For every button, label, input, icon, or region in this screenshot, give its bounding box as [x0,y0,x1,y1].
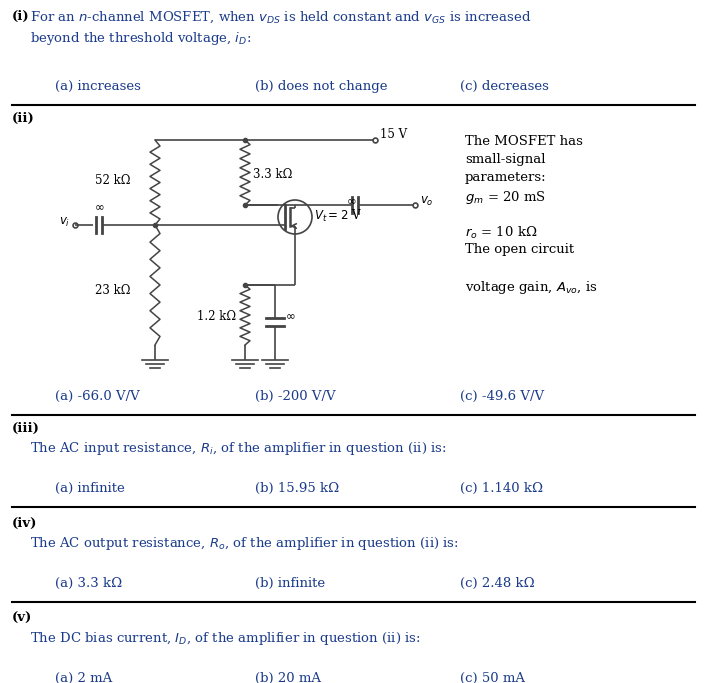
Text: 3.3 kΩ: 3.3 kΩ [253,169,293,182]
Text: (a) 2 mA: (a) 2 mA [55,672,112,683]
Text: parameters:: parameters: [465,171,547,184]
Text: beyond the threshold voltage, $i_D$:: beyond the threshold voltage, $i_D$: [30,30,251,47]
Text: (b) infinite: (b) infinite [255,577,325,590]
Text: The open circuit: The open circuit [465,243,574,256]
Text: (a) infinite: (a) infinite [55,482,124,495]
Text: (c) -49.6 V/V: (c) -49.6 V/V [460,390,544,403]
Text: voltage gain, $A_{vo}$, is: voltage gain, $A_{vo}$, is [465,279,597,296]
Text: $\infty$: $\infty$ [285,309,296,322]
Text: (c) 50 mA: (c) 50 mA [460,672,525,683]
Text: (c) decreases: (c) decreases [460,80,549,93]
Text: 52 kΩ: 52 kΩ [95,173,131,186]
Text: (ii): (ii) [12,112,35,125]
Text: (b) 15.95 kΩ: (b) 15.95 kΩ [255,482,339,495]
Text: $\infty$: $\infty$ [94,200,104,213]
Text: (b) does not change: (b) does not change [255,80,387,93]
Text: (b) 20 mA: (b) 20 mA [255,672,321,683]
Text: The AC output resistance, $R_o$, of the amplifier in question (ii) is:: The AC output resistance, $R_o$, of the … [30,535,459,552]
Text: (c) 2.48 kΩ: (c) 2.48 kΩ [460,577,534,590]
Text: (v): (v) [12,612,33,625]
Text: small-signal: small-signal [465,153,546,166]
Text: (a) increases: (a) increases [55,80,141,93]
Text: $V_t = 2$ V: $V_t = 2$ V [314,208,362,224]
Text: The MOSFET has: The MOSFET has [465,135,583,148]
Text: For an $n$-channel MOSFET, when $v_{DS}$ is held constant and $v_{GS}$ is increa: For an $n$-channel MOSFET, when $v_{DS}$… [30,10,532,25]
Text: $v_i$: $v_i$ [59,216,70,229]
Text: (b) -200 V/V: (b) -200 V/V [255,390,336,403]
Text: (c) 1.140 kΩ: (c) 1.140 kΩ [460,482,543,495]
Text: (iii): (iii) [12,422,40,435]
Text: The DC bias current, $I_D$, of the amplifier in question (ii) is:: The DC bias current, $I_D$, of the ampli… [30,630,421,647]
Text: $r_o$ = 10 kΩ: $r_o$ = 10 kΩ [465,225,537,241]
Text: (i): (i) [12,10,30,23]
Text: 23 kΩ: 23 kΩ [95,283,131,296]
Text: $\infty$: $\infty$ [346,194,356,207]
Text: $v_o$: $v_o$ [420,195,433,208]
Text: 1.2 kΩ: 1.2 kΩ [197,311,237,324]
Text: The AC input resistance, $R_i$, of the amplifier in question (ii) is:: The AC input resistance, $R_i$, of the a… [30,440,447,457]
Text: (a) 3.3 kΩ: (a) 3.3 kΩ [55,577,122,590]
Text: (iv): (iv) [12,517,37,530]
Text: $g_m$ = 20 mS: $g_m$ = 20 mS [465,189,546,206]
Text: 15 V: 15 V [380,128,407,141]
Text: (a) -66.0 V/V: (a) -66.0 V/V [55,390,140,403]
